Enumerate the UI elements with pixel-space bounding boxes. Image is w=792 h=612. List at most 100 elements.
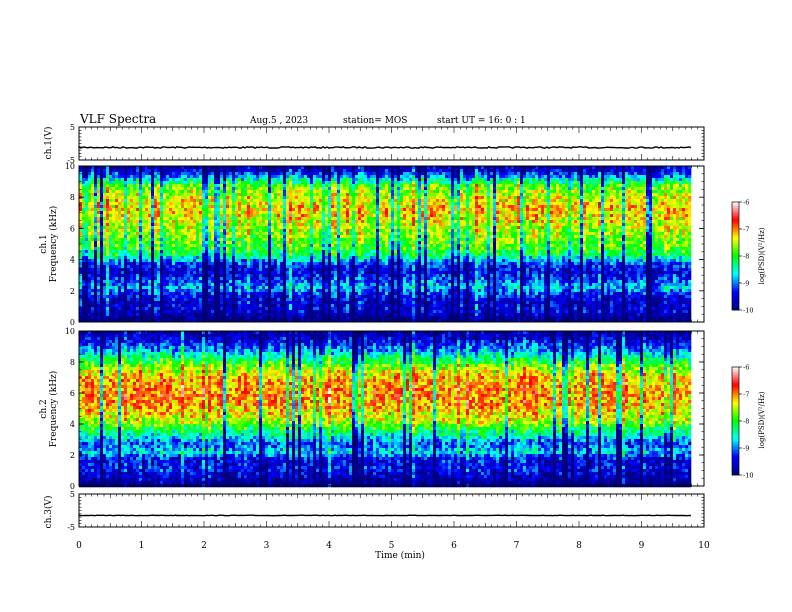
spectrogram-cell bbox=[280, 265, 283, 268]
spectrogram-cell bbox=[316, 187, 319, 190]
spectrogram-cell bbox=[202, 265, 205, 268]
spectrogram-cell bbox=[250, 280, 253, 283]
spectrogram-cell bbox=[166, 232, 169, 235]
spectrogram-cell bbox=[205, 268, 208, 271]
spectrogram-cell bbox=[292, 247, 295, 250]
spectrogram-cell bbox=[313, 271, 316, 274]
spectrogram-cell bbox=[268, 244, 271, 247]
spectrogram-cell bbox=[316, 280, 319, 283]
spectrogram-cell bbox=[313, 307, 316, 310]
spectrogram-cell bbox=[346, 175, 349, 178]
spectrogram-cell bbox=[319, 169, 322, 172]
spectrogram-cell bbox=[139, 283, 142, 286]
spectrogram-cell bbox=[238, 247, 241, 250]
spectrogram-cell bbox=[241, 316, 244, 319]
spectrogram-cell bbox=[316, 298, 319, 301]
spectrogram-cell bbox=[106, 241, 109, 244]
spectrogram-cell bbox=[259, 265, 262, 268]
spectrogram-cell bbox=[310, 202, 313, 205]
spectrogram-cell bbox=[334, 172, 337, 175]
spectrogram-cell bbox=[217, 220, 220, 223]
spectrogram-cell bbox=[265, 232, 268, 235]
spectrogram-cell bbox=[319, 223, 322, 226]
spectrogram-cell bbox=[334, 238, 337, 241]
spectrogram-cell bbox=[94, 205, 97, 208]
spectrogram-cell bbox=[217, 304, 220, 307]
spectrogram-cell bbox=[280, 181, 283, 184]
spectrogram-cell bbox=[223, 220, 226, 223]
spectrogram-cell bbox=[262, 271, 265, 274]
spectrogram-cell bbox=[343, 235, 346, 238]
spectrogram-cell bbox=[91, 259, 94, 262]
spectrogram-cell bbox=[130, 283, 133, 286]
spectrogram-cell bbox=[220, 259, 223, 262]
spectrogram-cell bbox=[343, 298, 346, 301]
spectrogram-cell bbox=[169, 259, 172, 262]
spectrogram-cell bbox=[145, 247, 148, 250]
spectrogram-cell bbox=[154, 223, 157, 226]
spectrogram-cell bbox=[292, 304, 295, 307]
spectrogram-cell bbox=[211, 199, 214, 202]
spectrogram-cell bbox=[97, 271, 100, 274]
spectrogram-cell bbox=[331, 274, 334, 277]
spectrogram-cell bbox=[232, 310, 235, 313]
spectrogram-cell bbox=[205, 301, 208, 304]
spectrogram-cell bbox=[190, 169, 193, 172]
spectrogram-cell bbox=[346, 307, 349, 310]
spectrogram-cell bbox=[82, 256, 85, 259]
spectrogram-cell bbox=[142, 304, 145, 307]
spectrogram-cell bbox=[145, 190, 148, 193]
spectrogram-cell bbox=[199, 250, 202, 253]
spectrogram-cell bbox=[157, 286, 160, 289]
spectrogram-cell bbox=[343, 175, 346, 178]
spectrogram-cell bbox=[160, 217, 163, 220]
spectrogram-cell bbox=[139, 298, 142, 301]
spectrogram-cell bbox=[346, 196, 349, 199]
spectrogram-cell bbox=[181, 286, 184, 289]
spectrogram-cell bbox=[265, 298, 268, 301]
spectrogram-cell bbox=[316, 244, 319, 247]
spectrogram-cell bbox=[280, 241, 283, 244]
spectrogram-cell bbox=[313, 274, 316, 277]
spectrogram-cell bbox=[151, 283, 154, 286]
spectrogram-cell bbox=[127, 187, 130, 190]
spectrogram-cell bbox=[103, 193, 106, 196]
spectrogram-cell bbox=[121, 211, 124, 214]
spectrogram-cell bbox=[181, 292, 184, 295]
spectrogram-cell bbox=[205, 307, 208, 310]
spectrogram-cell bbox=[91, 283, 94, 286]
spectrogram-cell bbox=[175, 199, 178, 202]
spectrogram-cell bbox=[193, 220, 196, 223]
spectrogram-cell bbox=[160, 244, 163, 247]
spectrogram-cell bbox=[253, 172, 256, 175]
spectrogram-cell bbox=[259, 280, 262, 283]
spectrogram-cell bbox=[319, 205, 322, 208]
spectrogram-cell bbox=[280, 190, 283, 193]
spectrogram-cell bbox=[292, 169, 295, 172]
spectrogram-cell bbox=[202, 247, 205, 250]
spectrogram-cell bbox=[265, 214, 268, 217]
spectrogram-cell bbox=[151, 259, 154, 262]
spectrogram-cell bbox=[157, 256, 160, 259]
spectrogram-cell bbox=[346, 259, 349, 262]
spectrogram-cell bbox=[241, 217, 244, 220]
spectrogram-cell bbox=[124, 175, 127, 178]
spectrogram-cell bbox=[223, 190, 226, 193]
spectrogram-cell bbox=[214, 274, 217, 277]
spectrogram-cell bbox=[202, 190, 205, 193]
spectrogram-cell bbox=[280, 229, 283, 232]
spectrogram-cell bbox=[325, 247, 328, 250]
spectrogram-cell bbox=[220, 280, 223, 283]
spectrogram-cell bbox=[94, 220, 97, 223]
spectrogram-cell bbox=[190, 220, 193, 223]
spectrogram-cell bbox=[85, 277, 88, 280]
spectrogram-cell bbox=[148, 256, 151, 259]
spectrogram-cell bbox=[211, 292, 214, 295]
spectrogram-cell bbox=[253, 286, 256, 289]
spectrogram-cell bbox=[103, 280, 106, 283]
spectrogram-cell bbox=[211, 304, 214, 307]
spectrogram-cell bbox=[220, 202, 223, 205]
spectrogram-cell bbox=[244, 196, 247, 199]
spectrogram-cell bbox=[223, 235, 226, 238]
spectrogram-cell bbox=[325, 244, 328, 247]
